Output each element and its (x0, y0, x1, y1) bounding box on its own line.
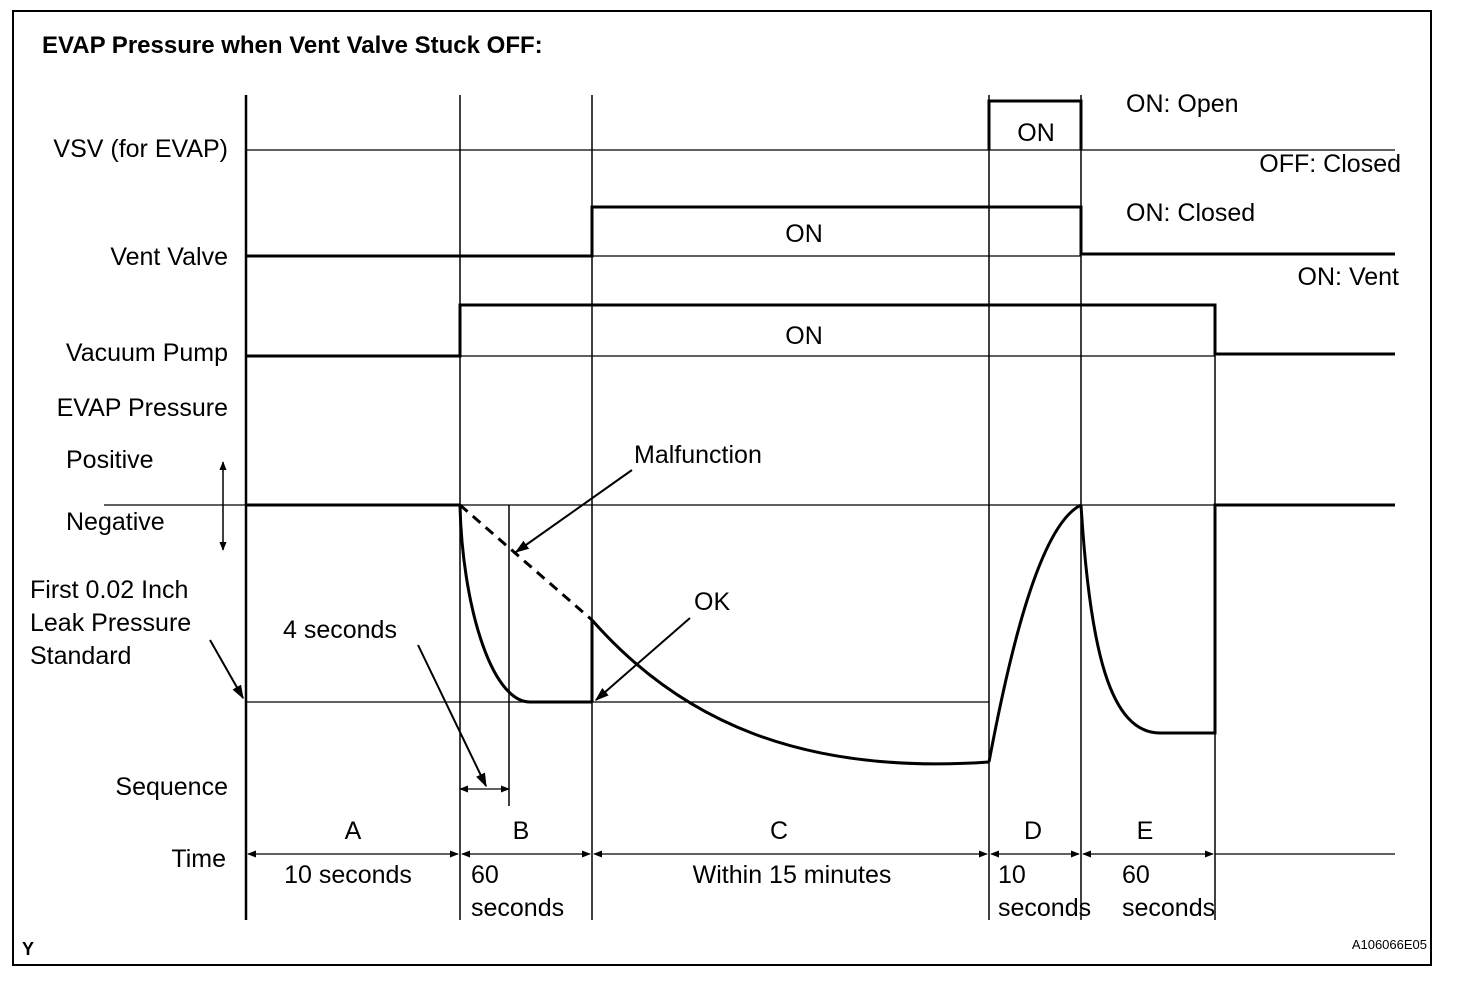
sequence-letter-a: A (344, 817, 362, 845)
time-d-line1: 10 (998, 861, 1026, 889)
label-vent-valve: Vent Valve (110, 243, 228, 271)
four-seconds-pointer (417, 644, 487, 788)
label-positive: Positive (66, 446, 154, 474)
label-leak-standard-1: First 0.02 Inch (30, 576, 189, 604)
pump-on-label: ON (785, 322, 823, 350)
vacuum-pump-signal (246, 303, 1395, 358)
pressure-c-decline (590, 619, 990, 766)
pressure-d-rise (987, 503, 1082, 763)
phase-boundaries (244, 95, 1216, 920)
label-negative: Negative (66, 508, 165, 536)
time-a: 10 seconds (284, 861, 412, 889)
label-evap-pressure: EVAP Pressure (56, 394, 228, 422)
vsv-off-description: OFF: Closed (1259, 150, 1401, 178)
sequence-letter-d: D (1023, 817, 1043, 845)
diagram-frame (12, 10, 1432, 966)
footer-mark: Y (22, 939, 35, 959)
evap-pressure-curves (246, 503, 1395, 766)
four-seconds-label: 4 seconds (283, 616, 397, 644)
time-d-line2: seconds (998, 894, 1092, 922)
figure-id: A106066E05 (1351, 937, 1427, 952)
vent-on-label: ON (785, 220, 823, 248)
time-b-line1: 60 (471, 861, 499, 889)
vsv-signal (987, 99, 1083, 150)
time-e-line2: seconds (1122, 894, 1216, 922)
label-time: Time (171, 845, 226, 873)
diagram-title: EVAP Pressure when Vent Valve Stuck OFF: (42, 32, 543, 59)
vent-off-description: ON: Vent (1297, 263, 1399, 291)
vsv-on-description: ON: Open (1126, 90, 1239, 118)
label-vacuum-pump: Vacuum Pump (65, 339, 228, 367)
leak-standard-pointer (209, 639, 244, 700)
vent-valve-signal (246, 205, 1395, 258)
time-b-line2: seconds (471, 894, 565, 922)
time-e-line1: 60 (1122, 861, 1150, 889)
sequence-letter-b: B (512, 817, 530, 845)
sequence-letter-e: E (1136, 817, 1154, 845)
malfunction-pointer (514, 469, 633, 553)
pressure-malfunction-dashed (459, 503, 593, 622)
ok-pointer (594, 617, 691, 701)
annotation-pointers (209, 469, 691, 788)
vent-on-description: ON: Closed (1126, 199, 1256, 227)
label-leak-standard-3: Standard (30, 642, 132, 670)
time-c: Within 15 minutes (692, 861, 892, 889)
label-leak-standard-2: Leak Pressure (30, 609, 192, 637)
malfunction-label: Malfunction (634, 441, 762, 469)
label-vsv: VSV (for EVAP) (53, 135, 228, 163)
vsv-on-label: ON (1017, 119, 1055, 147)
sequence-letter-c: C (769, 817, 789, 845)
baselines (104, 149, 1395, 703)
pressure-ok-curve (458, 504, 592, 704)
pressure-e-drop (1079, 503, 1395, 735)
label-sequence: Sequence (115, 773, 228, 801)
ok-label: OK (694, 588, 731, 616)
